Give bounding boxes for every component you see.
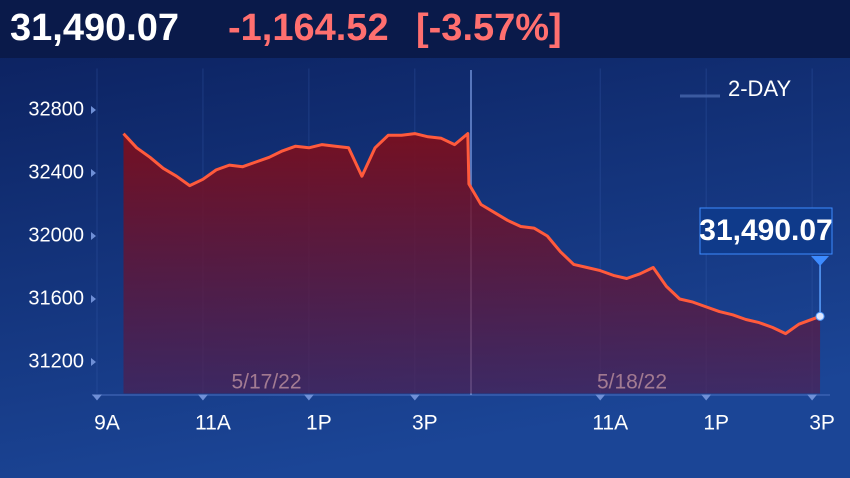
y-tick-mark [91,106,96,114]
x-tick-mark [701,394,712,401]
x-tick-label: 3P [809,412,835,435]
change: -1,164.52 [228,7,389,49]
x-tick-label: 11A [592,412,628,435]
x-tick-label: 11A [195,412,231,435]
x-tick-mark [595,394,606,401]
x-tick-mark [92,394,102,401]
y-tick-mark [91,169,96,177]
area [123,133,821,394]
plot: 31200 31600 32000 32400 32800 9A 11A 1P 3P 11A 1P 3… [28,68,835,435]
y-tick-mark [91,232,96,240]
header-bar [0,0,850,58]
line [122,132,821,336]
y-tick-mark [91,358,96,366]
callout-text: 31,490.07 [699,214,832,247]
callout-box [699,207,833,255]
callout-pointer [811,256,830,266]
x-tick-label: 3P [412,412,438,435]
x-tick-label: 9A [94,412,120,435]
x-tick-mark [409,394,420,401]
x-tick-mark [807,394,818,401]
range-label: 2-DAY [728,76,791,101]
y-tick-label: 32800 [28,98,84,120]
y-tick-label: 32400 [28,161,84,183]
y-tick-label: 31600 [28,287,84,309]
y-tick-mark [91,295,96,303]
y-tick-label: 31200 [28,350,84,372]
x-tick-mark [303,394,314,401]
last-value: 31,490.07 [10,7,179,49]
x-tick-label: 1P [703,412,729,435]
change-percent: [-3.57%] [416,7,562,49]
last-point [815,311,825,321]
y-tick-label: 32000 [28,224,84,246]
x-tick-label: 1P [306,412,332,435]
x-tick-mark [197,394,208,401]
